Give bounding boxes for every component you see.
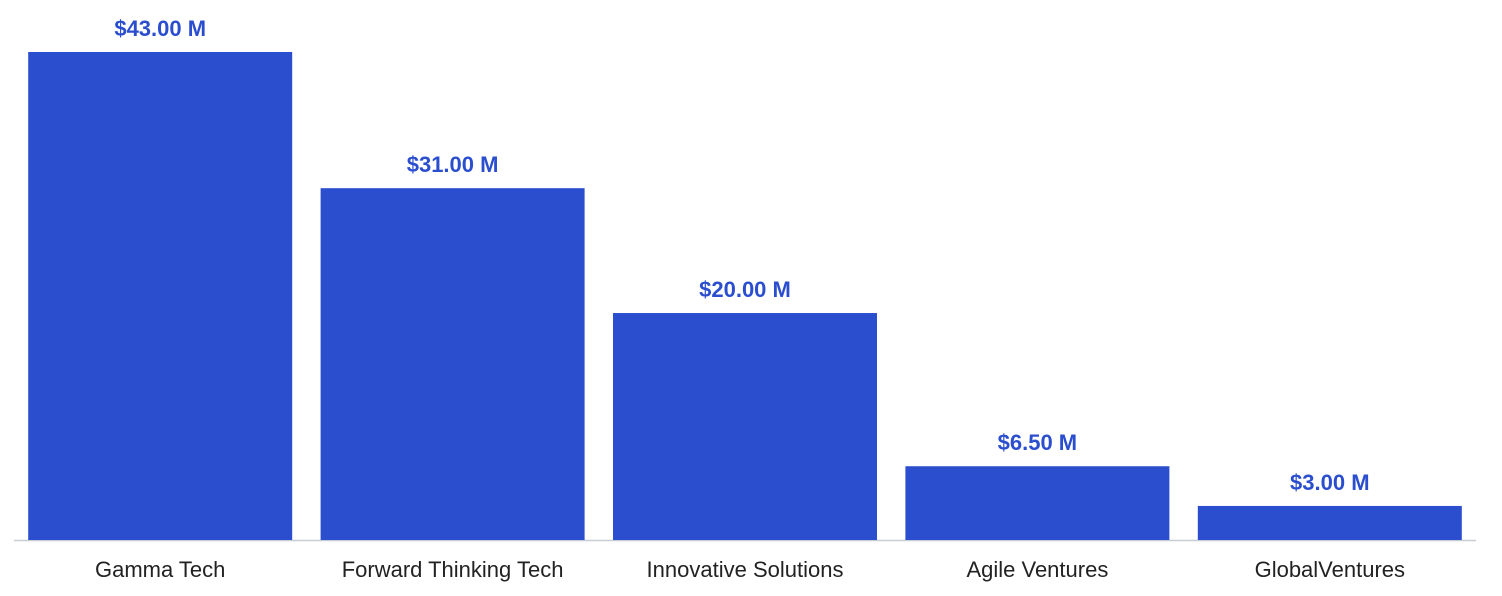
bar — [1197, 505, 1462, 540]
x-tick-label: Forward Thinking Tech — [342, 557, 564, 582]
bar — [28, 52, 293, 540]
value-label: $3.00 M — [1290, 470, 1370, 495]
bar — [613, 313, 877, 540]
x-tick-label: GlobalVentures — [1255, 557, 1405, 582]
value-label: $31.00 M — [407, 152, 499, 177]
value-label: $20.00 M — [699, 277, 791, 302]
value-label: $43.00 M — [114, 16, 206, 41]
bar — [320, 188, 585, 541]
x-tick-label: Agile Ventures — [966, 557, 1108, 582]
x-tick-label: Innovative Solutions — [647, 557, 844, 582]
x-tick-label: Gamma Tech — [95, 557, 225, 582]
value-label: $6.50 M — [998, 430, 1078, 455]
bar — [905, 466, 1170, 540]
